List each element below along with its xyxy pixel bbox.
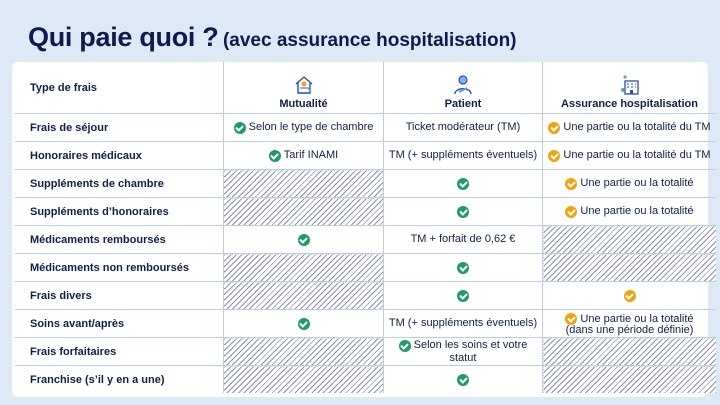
- cell-patient: [383, 197, 543, 226]
- cell-patient: [383, 169, 543, 198]
- row-label: Médicaments non remboursés: [15, 253, 224, 282]
- table-row: Franchise (s’il y en a une): [15, 365, 716, 393]
- cell-mutualite-na: [223, 197, 384, 226]
- header-patient: Patient: [383, 62, 543, 114]
- cell-assurance-na: [542, 225, 716, 254]
- cell-mutualite-na: [223, 281, 384, 310]
- hospital-icon: [620, 75, 639, 95]
- check-icon: [548, 149, 561, 162]
- table-row: Frais de séjour Selon le type de chambre…: [15, 113, 716, 142]
- cell-assurance-na: [542, 253, 716, 282]
- cell-mutualite: [223, 309, 384, 338]
- cell-mutualite: Selon le type de chambre: [223, 113, 384, 142]
- check-icon: [457, 205, 469, 218]
- row-label: Suppléments d’honoraires: [15, 197, 224, 226]
- cell-assurance-na: [542, 365, 716, 393]
- header-mutualite: Mutualité: [223, 62, 384, 114]
- check-icon: [268, 149, 281, 162]
- table-row: Frais divers: [15, 281, 716, 310]
- cell-mutualite-na: [223, 169, 384, 198]
- coverage-table-card: Type de frais Mutualité Patient Assuranc…: [12, 62, 716, 397]
- check-icon: [233, 121, 246, 134]
- check-icon: [565, 177, 578, 190]
- title-sub: (avec assurance hospitalisation): [222, 30, 517, 51]
- table-row: Frais forfaitaires Selon les soins et vo…: [15, 337, 716, 366]
- check-icon: [457, 177, 469, 190]
- check-icon: [457, 289, 469, 302]
- title-main: Qui paie quoi ?: [28, 22, 219, 52]
- cell-mutualite: Tarif INAMI: [223, 141, 384, 170]
- cell-patient: [383, 281, 543, 310]
- cell-patient: Ticket modérateur (TM): [383, 113, 543, 142]
- table-row: Médicaments remboursés TM + forfait de 0…: [15, 225, 716, 254]
- check-icon: [297, 317, 310, 330]
- cell-patient: [383, 253, 543, 282]
- check-icon: [565, 312, 578, 325]
- patient-icon: [454, 75, 472, 95]
- cell-assurance: Une partie ou la totalité: [542, 197, 716, 226]
- cell-patient: TM + forfait de 0,62 €: [383, 225, 543, 254]
- cell-mutualite: [223, 225, 384, 254]
- check-icon: [623, 289, 636, 302]
- cell-mutualite-na: [223, 253, 384, 282]
- row-label: Soins avant/après: [15, 309, 224, 338]
- cell-assurance: Une partie ou la totalité du TM: [542, 141, 716, 170]
- cell-patient: Selon les soins et votre statut: [383, 337, 543, 366]
- row-label: Médicaments remboursés: [15, 225, 224, 254]
- table-row: Honoraires médicaux Tarif INAMI TM (+ su…: [15, 141, 716, 170]
- coverage-table: Type de frais Mutualité Patient Assuranc…: [15, 62, 716, 393]
- house-icon: [295, 76, 312, 94]
- row-label: Franchise (s’il y en a une): [15, 365, 224, 393]
- cell-mutualite-na: [223, 337, 384, 366]
- check-icon: [457, 373, 469, 386]
- page-title: Qui paie quoi ? (avec assurance hospital…: [28, 22, 517, 53]
- header-assurance: Assurance hospitalisation: [542, 62, 716, 114]
- check-icon: [297, 233, 310, 246]
- table-row: Médicaments non remboursés: [15, 253, 716, 282]
- row-label: Suppléments de chambre: [15, 169, 224, 198]
- check-icon: [565, 205, 578, 218]
- header-row: Type de frais Mutualité Patient Assuranc…: [15, 62, 716, 114]
- row-label: Frais divers: [15, 281, 224, 310]
- header-type: Type de frais: [30, 81, 98, 94]
- cell-assurance: [542, 281, 716, 310]
- row-label: Honoraires médicaux: [15, 141, 224, 170]
- table-row: Soins avant/après TM (+ suppléments éven…: [15, 309, 716, 338]
- cell-patient: [383, 365, 543, 393]
- cell-assurance: Une partie ou la totalité du TM: [542, 113, 716, 142]
- row-label: Frais forfaitaires: [15, 337, 224, 366]
- check-icon: [457, 261, 469, 274]
- cell-assurance: Une partie ou la totalité: [542, 169, 716, 198]
- cell-mutualite-na: [223, 365, 384, 393]
- cell-patient: TM (+ suppléments éventuels): [383, 141, 543, 170]
- row-label: Frais de séjour: [15, 113, 224, 142]
- table-row: Suppléments de chambre Une partie ou la …: [15, 169, 716, 198]
- check-icon: [548, 121, 561, 134]
- cell-assurance: Une partie ou la totalité (dans une pério…: [542, 309, 716, 338]
- cell-patient: TM (+ suppléments éventuels): [383, 309, 543, 338]
- cell-assurance-na: [542, 337, 716, 366]
- table-row: Suppléments d’honoraires Une partie ou l…: [15, 197, 716, 226]
- check-icon: [398, 339, 411, 352]
